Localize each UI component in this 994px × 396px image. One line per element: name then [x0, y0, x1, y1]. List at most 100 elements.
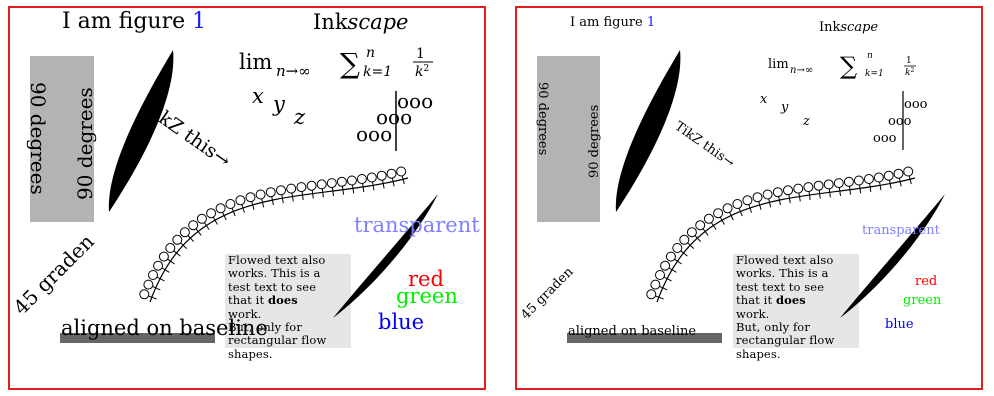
curl-tick [362, 186, 365, 192]
svg-text:lim: lim [239, 50, 272, 74]
baseline-bar [567, 333, 722, 343]
black-leaf-shape [615, 50, 681, 212]
curl-loop [179, 227, 190, 238]
curl-loop [139, 289, 150, 300]
curl-loop [813, 180, 824, 191]
curl-tick [372, 185, 375, 191]
curl-stem [687, 242, 691, 246]
curl-loop [153, 260, 164, 271]
curl-loop [255, 189, 266, 200]
ninety-degrees-label-a: 90 degrees [26, 82, 50, 195]
curl-loop [783, 185, 793, 196]
curl-loop [650, 279, 661, 290]
forty-five-degrees-label: 45 graden [518, 264, 577, 323]
curl-stem [152, 285, 156, 289]
curl-loop [853, 175, 864, 186]
curl-stem [251, 201, 254, 206]
svg-text:ooo: ooo [397, 89, 433, 113]
curl-stem [729, 212, 732, 216]
svg-text:k2: k2 [905, 67, 914, 78]
curl-tick [721, 219, 725, 225]
curl-stem [180, 242, 184, 246]
curl-tick [859, 188, 862, 194]
baseline-label: aligned on baseline [568, 324, 696, 339]
curl-stem [674, 258, 678, 262]
curl-loop [326, 178, 337, 189]
baseline-label: aligned on baseline [61, 316, 268, 340]
limit-sum-formula: lim n→∞ ∑ n k=1 1 k2 [239, 45, 433, 80]
curl-tick [170, 260, 175, 265]
curl-stem [788, 194, 790, 199]
curl-tick [778, 200, 781, 206]
curl-stem [231, 208, 234, 212]
curl-stem [401, 175, 404, 180]
curl-stem [212, 216, 216, 221]
ninety-degrees-label-a: 90 degrees [535, 82, 550, 155]
curl-tick [677, 260, 682, 265]
baseline-bar [60, 333, 215, 343]
curl-stem [898, 177, 901, 182]
curl-stem [879, 181, 881, 186]
curl-tick [262, 202, 265, 208]
curl-loop [206, 208, 217, 219]
figure-frame [515, 6, 983, 390]
right-figure-panel: I am figure 1 Inkscape lim n→∞ ∑ n k=1 1… [497, 0, 994, 396]
svg-text:k=1: k=1 [363, 64, 392, 80]
curl-loop [306, 180, 317, 191]
curl-tick [799, 196, 801, 202]
curl-tick [909, 179, 912, 185]
curl-stem [241, 204, 244, 209]
curl-loop [672, 243, 683, 253]
curl-tick [712, 225, 717, 230]
curl-tick [155, 287, 161, 291]
curl-loop [143, 279, 154, 290]
curl-loop [793, 183, 804, 194]
curl-tick [683, 252, 688, 257]
curl-tick [829, 192, 831, 198]
curl-tick [159, 278, 165, 282]
curl-stem [778, 196, 780, 201]
curl-loop [803, 182, 814, 193]
curl-tick [809, 194, 811, 200]
curl-stem [663, 276, 668, 280]
curl-tick [662, 287, 668, 291]
curl-loop [296, 182, 307, 193]
curl-tick [271, 200, 274, 206]
curl-tick [281, 198, 284, 204]
curl-loop [158, 251, 169, 262]
svg-text:n→∞: n→∞ [790, 65, 813, 76]
curl-loop [265, 187, 276, 198]
curl-loop [316, 179, 327, 190]
curl-tick [182, 244, 188, 249]
curl-tick [252, 204, 255, 210]
curl-loop [873, 172, 884, 183]
curl-stem [702, 228, 706, 232]
black-slash-shape [333, 194, 438, 318]
curl-stem [659, 285, 663, 289]
transparent-label: transparent [862, 223, 941, 238]
curl-tick [879, 185, 882, 191]
curl-tick [292, 196, 294, 202]
letter-z: z [293, 105, 306, 129]
curl-tick [704, 231, 709, 236]
figure-label: I am figure 1 [570, 15, 655, 30]
curl-loop [686, 227, 697, 238]
curl-loop [366, 172, 377, 183]
curl-stem [758, 201, 761, 206]
transparent-label: transparent [354, 213, 480, 237]
red-label: red [408, 267, 444, 291]
blue-label: blue [378, 310, 424, 334]
curl-tick [176, 252, 181, 257]
curl-stem [719, 216, 723, 221]
curl-tick [242, 207, 245, 213]
curl-tick [189, 237, 195, 243]
curl-loop [863, 174, 874, 184]
gray-box [30, 56, 94, 222]
curl-tick [788, 198, 791, 204]
curl-loop [276, 185, 286, 196]
curly-path [139, 166, 409, 303]
curl-stem [382, 180, 384, 184]
svg-text:ooo: ooo [873, 131, 897, 146]
curl-loop [188, 220, 199, 231]
curl-tick [749, 207, 752, 213]
